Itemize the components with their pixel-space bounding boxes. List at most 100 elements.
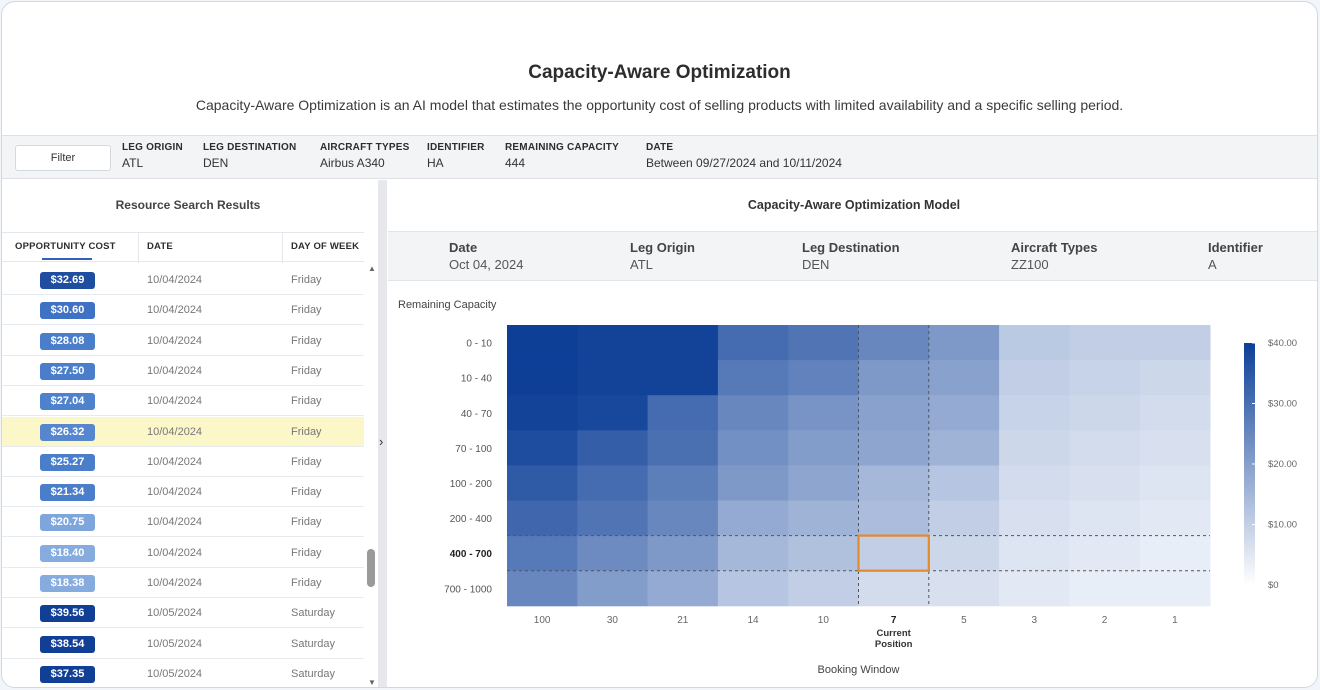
heatmap-chart: Remaining Capacity 0 - 10 10 - 40 40 - 70 70… [398, 299, 1297, 676]
heatmap-cell [717, 430, 789, 466]
heatmap-cell [1069, 570, 1141, 607]
filter-value: DEN [203, 156, 229, 170]
column-header-opportunity-cost[interactable]: OPPORTUNITY COST [15, 241, 116, 252]
heatmap-cell [647, 465, 719, 501]
heatmap-cell [647, 570, 719, 607]
heatmap-cell [577, 500, 649, 537]
opportunity-cost-badge: $20.75 [40, 514, 95, 532]
heatmap-cell [1139, 570, 1211, 607]
table-row[interactable]: $21.34 10/04/2024 Friday [2, 477, 364, 508]
row-day-of-week: Friday [291, 395, 322, 408]
heatmap-cell [999, 360, 1070, 396]
x-tick-label: 14 [747, 615, 759, 626]
filter-bar: Filter LEG ORIGIN ATL LEG DESTINATION DE… [2, 135, 1317, 179]
heatmap-cell [858, 535, 930, 572]
row-day-of-week: Friday [291, 304, 322, 317]
heatmap-cell [1139, 325, 1211, 361]
colorbar-tick-label: $20.00 [1268, 459, 1297, 470]
table-row[interactable]: $18.40 10/04/2024 Friday [2, 538, 364, 568]
heatmap-cell [788, 325, 859, 361]
table-row[interactable]: $37.35 10/05/2024 Saturday [2, 659, 364, 687]
heatmap-cell [1069, 325, 1141, 361]
detail-value: DEN [802, 257, 830, 272]
filter-remaining-capacity: REMAINING CAPACITY 444 [505, 142, 619, 170]
row-day-of-week: Friday [291, 577, 322, 589]
opportunity-cost-badge: $27.50 [40, 362, 95, 380]
scroll-down-icon[interactable]: ▼ [368, 678, 376, 687]
row-date: 10/05/2024 [147, 607, 203, 620]
y-tick-label: 0 - 10 [466, 339, 492, 350]
heatmap-cell [1069, 535, 1141, 572]
row-date: 10/05/2024 [147, 667, 203, 680]
table-row-selected[interactable]: $26.32 10/04/2024 Friday [2, 416, 364, 447]
filter-key: LEG ORIGIN [122, 142, 183, 153]
table-row[interactable]: $39.56 10/05/2024 Saturday [2, 598, 364, 629]
filter-key: AIRCRAFT TYPES [320, 142, 410, 153]
detail-value: ATL [630, 257, 653, 272]
heatmap-cell [717, 465, 789, 501]
filter-leg-origin: LEG ORIGIN ATL [122, 142, 183, 170]
heatmap-cell [717, 535, 789, 572]
current-position-label: Current [876, 628, 911, 639]
heatmap-cell [1139, 535, 1211, 572]
table-row[interactable]: $27.50 10/04/2024 Friday [2, 356, 364, 386]
panel-splitter[interactable] [378, 180, 387, 687]
heatmap-cell [788, 570, 859, 607]
heatmap-cell [928, 570, 1000, 607]
row-date: 10/04/2024 [147, 395, 203, 408]
filter-value: Between 09/27/2024 and 10/11/2024 [646, 156, 842, 170]
row-day-of-week: Saturday [291, 667, 336, 680]
heatmap-cell [788, 395, 859, 431]
heatmap-cell [647, 430, 719, 466]
column-header-day-of-week[interactable]: DAY OF WEEK [291, 241, 360, 252]
table-row[interactable]: $38.54 10/05/2024 Saturday [2, 629, 364, 659]
scrollbar-thumb[interactable] [367, 549, 375, 587]
heatmap-cell [928, 395, 1000, 431]
filter-key: DATE [646, 142, 674, 153]
heatmap-cell [577, 395, 649, 431]
filter-button[interactable]: Filter [15, 145, 111, 171]
row-date: 10/04/2024 [147, 364, 203, 377]
heatmap-cell [788, 535, 859, 572]
opportunity-cost-badge: $27.04 [40, 393, 95, 411]
filter-identifier: IDENTIFIER HA [427, 142, 485, 170]
opportunity-cost-badge: $39.56 [40, 605, 95, 623]
row-date: 10/04/2024 [147, 546, 203, 559]
detail-value: A [1208, 257, 1217, 272]
heatmap-cell [928, 325, 1000, 361]
table-row[interactable]: $30.60 10/04/2024 Friday [2, 295, 364, 326]
heatmap-cell [1139, 500, 1211, 537]
column-header-date[interactable]: DATE [147, 241, 173, 252]
heatmap-cell [577, 465, 649, 501]
chevron-right-icon[interactable]: › [379, 434, 384, 449]
opportunity-cost-badge: $30.60 [40, 302, 95, 320]
filter-key: LEG DESTINATION [203, 142, 297, 153]
scroll-up-icon[interactable]: ▲ [368, 264, 376, 273]
heatmap-cell [1139, 360, 1211, 396]
current-position-highlight [857, 534, 930, 572]
heatmap-cell [507, 500, 578, 537]
detail-aircraft-types: Aircraft Types ZZ100 [1011, 240, 1097, 272]
heatmap-cell [999, 395, 1070, 431]
row-day-of-week: Friday [291, 486, 322, 499]
table-row[interactable]: $18.38 10/04/2024 Friday [2, 568, 364, 598]
heatmap-cell [788, 465, 859, 501]
y-tick-label: 10 - 40 [461, 374, 493, 385]
table-row[interactable]: $27.04 10/04/2024 Friday [2, 386, 364, 417]
table-row[interactable]: $28.08 10/04/2024 Friday [2, 326, 364, 356]
heatmap-cell [788, 500, 859, 537]
table-row[interactable]: $25.27 10/04/2024 Friday [2, 447, 364, 477]
row-day-of-week: Friday [291, 425, 322, 438]
heatmap-cell [717, 500, 789, 537]
heatmap-cell [577, 325, 649, 361]
table-row[interactable]: $32.69 10/04/2024 Friday [2, 265, 364, 295]
table-row[interactable]: $20.75 10/04/2024 Friday [2, 507, 364, 538]
filter-date: DATE Between 09/27/2024 and 10/11/2024 [646, 142, 842, 170]
row-day-of-week: Friday [291, 274, 322, 286]
x-tick-label: 5 [961, 615, 967, 626]
colorbar-tick-label: $0 [1268, 580, 1279, 591]
heatmap-cell [717, 325, 789, 361]
heatmap-cell [858, 500, 930, 537]
colorbar-tick-label: $40.00 [1268, 338, 1297, 349]
filter-key: REMAINING CAPACITY [505, 142, 619, 153]
